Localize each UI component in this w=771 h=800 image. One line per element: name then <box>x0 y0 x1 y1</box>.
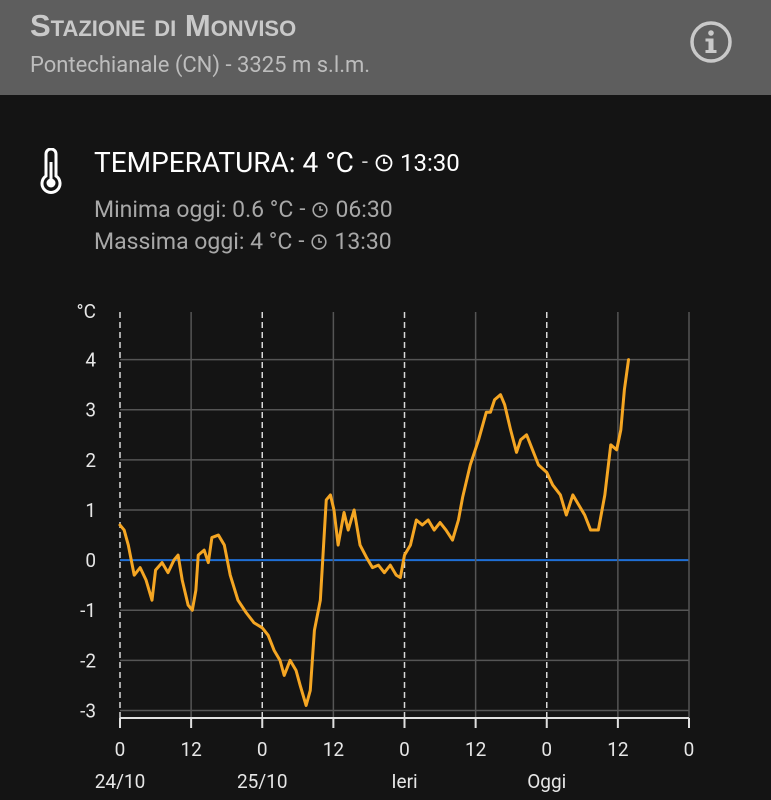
maximum-time: 13:30 <box>334 228 392 255</box>
header-bar: Stazione di Monviso Pontechianale (CN) -… <box>0 0 771 95</box>
clock-icon <box>311 233 328 250</box>
x-tick-label: 12 <box>180 738 201 761</box>
x-tick-label: 12 <box>465 738 486 761</box>
maximum-row: Massima oggi: 4 °C - 13:30 <box>94 228 392 255</box>
current-time: 13:30 <box>399 148 460 177</box>
y-tick-label: 4 <box>85 349 96 372</box>
y-tick-label: -1 <box>80 599 96 622</box>
day-label: 24/10 <box>95 770 146 793</box>
x-tick-label: 0 <box>541 738 552 761</box>
day-label: Ieri <box>391 770 417 793</box>
current-temperature-row: TEMPERATURA: 4 °C - 13:30 <box>94 146 460 179</box>
x-tick-label: 0 <box>684 738 695 761</box>
y-tick-label: 0 <box>85 549 96 572</box>
y-axis-unit: °C <box>77 300 96 323</box>
day-label: 25/10 <box>237 770 288 793</box>
separator: - <box>299 197 306 222</box>
minimum-temperature: Minima oggi: 0.6 °C <box>94 196 294 223</box>
day-label: Oggi <box>527 770 566 793</box>
station-title: Stazione di Monviso <box>30 8 297 43</box>
y-tick-label: 3 <box>85 399 96 422</box>
separator: - <box>298 229 305 254</box>
x-tick-label: 0 <box>399 738 410 761</box>
clock-icon <box>312 201 329 218</box>
station-subtitle: Pontechianale (CN) - 3325 m s.l.m. <box>30 53 371 78</box>
x-tick-label: 12 <box>607 738 628 761</box>
info-button[interactable] <box>688 19 734 65</box>
minimum-row: Minima oggi: 0.6 °C - 06:30 <box>94 196 393 223</box>
y-tick-label: 1 <box>85 499 96 522</box>
minimum-time: 06:30 <box>335 196 393 223</box>
clock-icon <box>375 154 393 171</box>
y-tick-label: -2 <box>80 649 96 672</box>
y-tick-label: 2 <box>85 449 96 472</box>
x-tick-label: 0 <box>115 738 126 761</box>
x-tick-label: 0 <box>257 738 268 761</box>
separator: - <box>361 150 368 175</box>
temperature-line <box>118 358 631 707</box>
thermometer-icon <box>40 148 62 194</box>
y-tick-label: -3 <box>80 699 96 722</box>
maximum-temperature: Massima oggi: 4 °C <box>94 228 293 255</box>
x-tick-label: 12 <box>323 738 344 761</box>
current-temperature: TEMPERATURA: 4 °C <box>94 146 354 179</box>
